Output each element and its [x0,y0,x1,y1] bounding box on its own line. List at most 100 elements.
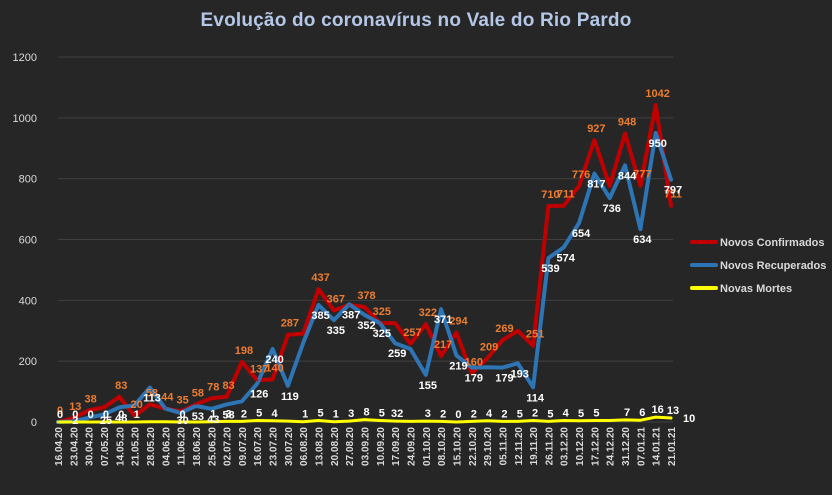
x-tick-label: 21.05.20 [131,427,142,466]
data-label: 113 [143,393,161,405]
data-point [225,403,228,406]
data-point [608,184,611,188]
data-point [271,419,274,422]
x-tick-label: 18.06.20 [192,427,203,466]
data-point [516,329,519,332]
data-label: 269 [495,323,513,335]
data-point [302,341,305,345]
data-label: 240 [265,354,283,366]
data-point [87,420,90,424]
data-point [164,407,167,410]
data-label: 140 [265,362,283,374]
data-point [547,420,550,423]
x-tick-label: 30.04.20 [85,427,96,466]
data-point [455,331,458,334]
chart-title: Evolução do coronavírus no Vale do Rio P… [200,10,632,31]
data-label: 1 [333,409,339,421]
data-label: 3 [226,408,232,420]
data-point [102,413,106,416]
data-label: 119 [281,391,299,403]
data-point [393,342,397,345]
x-tick-label: 20.08.20 [330,427,341,466]
data-label: 1 [210,409,216,421]
data-point [485,419,489,422]
x-tick-label: 25.06.20 [207,427,218,466]
data-point [577,221,581,225]
data-label: 25 [100,415,112,427]
data-label: 217 [434,339,452,351]
y-tick-label: 400 [19,295,37,307]
data-label: 58 [222,409,234,421]
data-label: 7 [624,407,630,419]
x-tick-label: 11.06.20 [177,427,188,466]
x-tick-label: 28.05.20 [146,427,157,466]
x-tick-label: 27.08.20 [345,427,356,466]
x-tick-label: 01.10.20 [422,427,433,466]
data-label: 378 [357,290,375,302]
data-label: 797 [664,185,682,197]
data-label: 20 [131,399,143,411]
x-tick-label: 07.05.20 [100,427,111,466]
data-label: 0 [103,409,109,421]
data-point [455,354,458,357]
data-label: 736 [603,203,621,215]
data-label: 325 [373,328,391,340]
data-label: 6 [639,407,645,419]
data-label: 5 [317,407,323,419]
data-label: 710 [541,189,559,201]
data-point [102,406,106,409]
data-label: 371 [434,314,452,326]
data-label: 1 [302,409,308,421]
data-label: 4 [486,408,493,420]
y-tick-label: 1000 [13,113,37,125]
x-tick-label: 29.10.20 [483,427,494,466]
legend-label: Novos Confirmados [720,237,825,249]
data-point [424,322,427,326]
data-point [240,360,244,363]
x-tick-label: 16.07.20 [253,427,264,466]
x-tick-label: 05.11.20 [498,427,509,466]
data-point [347,303,351,306]
data-label: 0 [455,409,461,421]
data-point [393,321,397,325]
data-point [56,420,60,424]
data-label: 5 [379,407,385,419]
x-tick-label: 16.04.20 [54,427,65,466]
data-label: 257 [403,327,421,339]
data-point [623,132,627,135]
data-point [256,382,259,385]
data-label: 126 [250,389,268,401]
data-label: 1042 [645,88,669,100]
data-point [623,164,627,167]
data-point [654,415,657,419]
data-label: 711 [664,189,682,201]
x-tick-label: 30.07.20 [284,427,295,466]
data-point [286,419,290,423]
data-point [271,347,274,351]
data-label: 844 [618,170,637,182]
data-point [623,418,627,422]
data-label: 35 [176,394,188,406]
x-tick-label: 03.09.20 [361,427,372,466]
data-point [286,384,290,388]
data-label: 817 [587,178,605,190]
y-tick-label: 600 [19,235,37,247]
data-point [409,347,412,351]
x-tick-label: 19.11.20 [529,427,540,466]
data-point [547,256,550,260]
data-point [547,204,550,208]
data-point [133,414,136,418]
x-tick-label: 23.07.20 [269,427,280,466]
data-point [424,373,427,377]
data-label: 322 [419,307,437,319]
data-point [179,420,182,424]
data-point [608,196,611,200]
data-point [118,420,121,424]
data-point [378,419,382,422]
data-point [639,227,642,231]
data-label: 950 [648,138,666,150]
data-label: 4 [271,408,278,420]
data-point [148,420,152,423]
data-label: 193 [511,368,529,380]
